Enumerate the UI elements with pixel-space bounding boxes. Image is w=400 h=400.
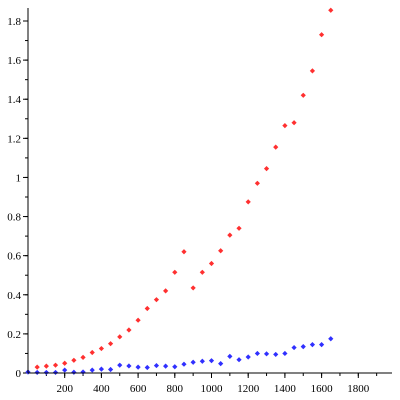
data-point-series-2 — [80, 369, 86, 375]
data-point-series-2 — [98, 366, 104, 372]
data-point-series-2 — [52, 369, 59, 376]
data-point-series-2 — [117, 362, 123, 368]
x-tick-label: 1000 — [201, 383, 224, 395]
data-point-series-2 — [300, 344, 306, 350]
data-point-series-2 — [34, 369, 40, 376]
y-tick-label: 0.2 — [7, 329, 21, 341]
data-point-series-1 — [89, 349, 95, 356]
data-point-series-1 — [227, 232, 233, 238]
x-tick-label: 200 — [56, 383, 73, 395]
data-point-series-2 — [163, 363, 169, 369]
data-point-series-1 — [144, 305, 150, 312]
data-point-series-2 — [107, 366, 114, 373]
data-point-series-2 — [227, 353, 233, 359]
data-point-series-2 — [172, 364, 178, 370]
data-point-series-1 — [263, 166, 270, 172]
data-point-series-2 — [263, 351, 270, 357]
data-point-series-1 — [245, 199, 251, 205]
data-point-series-1 — [43, 363, 49, 369]
data-point-series-1 — [181, 249, 187, 255]
data-point-series-1 — [254, 180, 260, 186]
axis-ticks — [23, 20, 378, 378]
tick-labels: 200 400 600 800 1000 1200 1400 1600 1800 0 0.2 0.4 0… — [7, 16, 370, 395]
y-tick-label: 1 — [16, 172, 22, 184]
x-tick-label: 1400 — [274, 383, 297, 395]
data-point-series-2 — [319, 342, 325, 348]
data-point-series-1 — [107, 341, 114, 347]
data-point-series-2 — [291, 344, 297, 351]
data-point-series-1 — [199, 269, 205, 275]
x-tick-label: 1200 — [237, 383, 260, 395]
y-tick-label: 0.8 — [7, 212, 21, 224]
data-point-series-2 — [144, 364, 150, 371]
data-point-series-1 — [80, 354, 86, 360]
data-point-series-2 — [273, 351, 279, 358]
data-point-series-2 — [309, 342, 316, 348]
y-tick-label: 0.4 — [7, 290, 21, 302]
x-tick-label: 1800 — [347, 383, 370, 395]
data-point-series-2 — [328, 336, 334, 342]
data-point-series-2 — [208, 358, 215, 364]
data-point-series-1 — [291, 120, 297, 126]
data-point-series-2 — [43, 369, 49, 376]
y-tick-label: 0 — [16, 368, 22, 380]
data-point-series-2 — [245, 354, 251, 360]
data-point-series-1 — [172, 269, 178, 275]
data-point-series-1 — [135, 317, 141, 323]
data-point-series-1 — [190, 285, 196, 291]
data-point-series-2 — [199, 358, 205, 364]
data-point-series-1 — [62, 360, 68, 366]
data-point-series-1 — [126, 327, 132, 333]
data-point-series-2 — [126, 363, 132, 369]
data-point-series-2 — [282, 350, 288, 357]
data-point-series-1 — [153, 297, 160, 303]
y-tick-label: 1.8 — [7, 16, 21, 28]
data-points — [25, 7, 334, 376]
data-point-series-2 — [236, 357, 242, 363]
data-point-series-1 — [163, 288, 169, 294]
data-point-series-2 — [254, 350, 260, 357]
data-point-series-2 — [71, 369, 77, 375]
y-tick-label: 0.6 — [7, 251, 21, 263]
data-point-series-1 — [328, 7, 334, 13]
data-point-series-1 — [117, 334, 123, 340]
data-point-series-1 — [34, 364, 40, 370]
data-point-series-2 — [135, 364, 141, 370]
data-point-series-1 — [309, 68, 316, 74]
data-point-series-1 — [236, 225, 242, 231]
data-point-series-2 — [218, 361, 224, 367]
data-point-series-1 — [273, 144, 279, 150]
x-tick-label: 600 — [130, 383, 147, 395]
data-point-series-1 — [98, 345, 104, 352]
data-point-series-1 — [282, 123, 288, 129]
x-tick-label: 800 — [167, 383, 184, 395]
data-point-series-1 — [319, 32, 325, 38]
x-tick-label: 400 — [93, 383, 110, 395]
data-point-series-1 — [52, 362, 59, 368]
data-point-series-1 — [208, 260, 215, 267]
data-point-series-2 — [153, 362, 160, 369]
y-tick-label: 1.4 — [7, 94, 21, 106]
data-point-series-2 — [181, 361, 187, 367]
data-point-series-1 — [300, 92, 306, 98]
data-point-series-2 — [190, 359, 196, 365]
y-tick-label: 1.2 — [7, 133, 21, 145]
data-point-series-2 — [89, 367, 95, 373]
data-point-series-1 — [218, 248, 224, 254]
y-tick-label: 1.6 — [7, 55, 21, 67]
data-point-series-1 — [71, 357, 77, 363]
x-tick-label: 1600 — [311, 383, 334, 395]
data-point-series-2 — [62, 367, 68, 373]
